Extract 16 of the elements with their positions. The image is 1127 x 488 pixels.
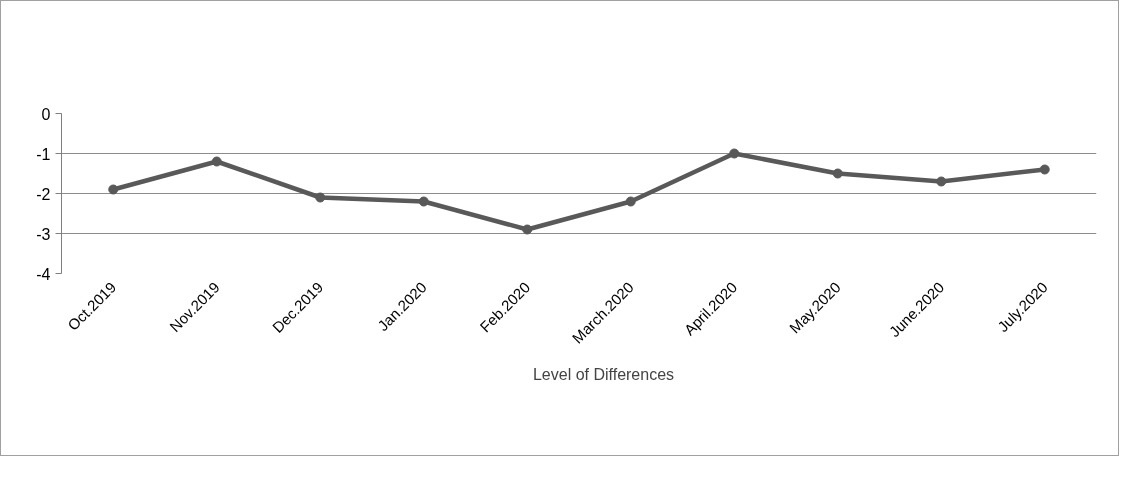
y-tick-label: -1 bbox=[36, 145, 51, 163]
point bbox=[418, 196, 429, 207]
point bbox=[315, 192, 326, 203]
point bbox=[625, 196, 636, 207]
point bbox=[211, 156, 222, 167]
point bbox=[832, 168, 843, 179]
point bbox=[522, 224, 533, 235]
point bbox=[729, 148, 740, 159]
point bbox=[936, 176, 947, 187]
text: Level of Differences bbox=[532, 366, 675, 384]
y-tick-label: -3 bbox=[36, 225, 51, 243]
y-tick-label: -4 bbox=[36, 265, 51, 283]
point bbox=[108, 184, 119, 195]
y-tick-label: 0 bbox=[41, 105, 51, 123]
point bbox=[1039, 164, 1050, 175]
y-tick-label: -2 bbox=[36, 185, 51, 203]
